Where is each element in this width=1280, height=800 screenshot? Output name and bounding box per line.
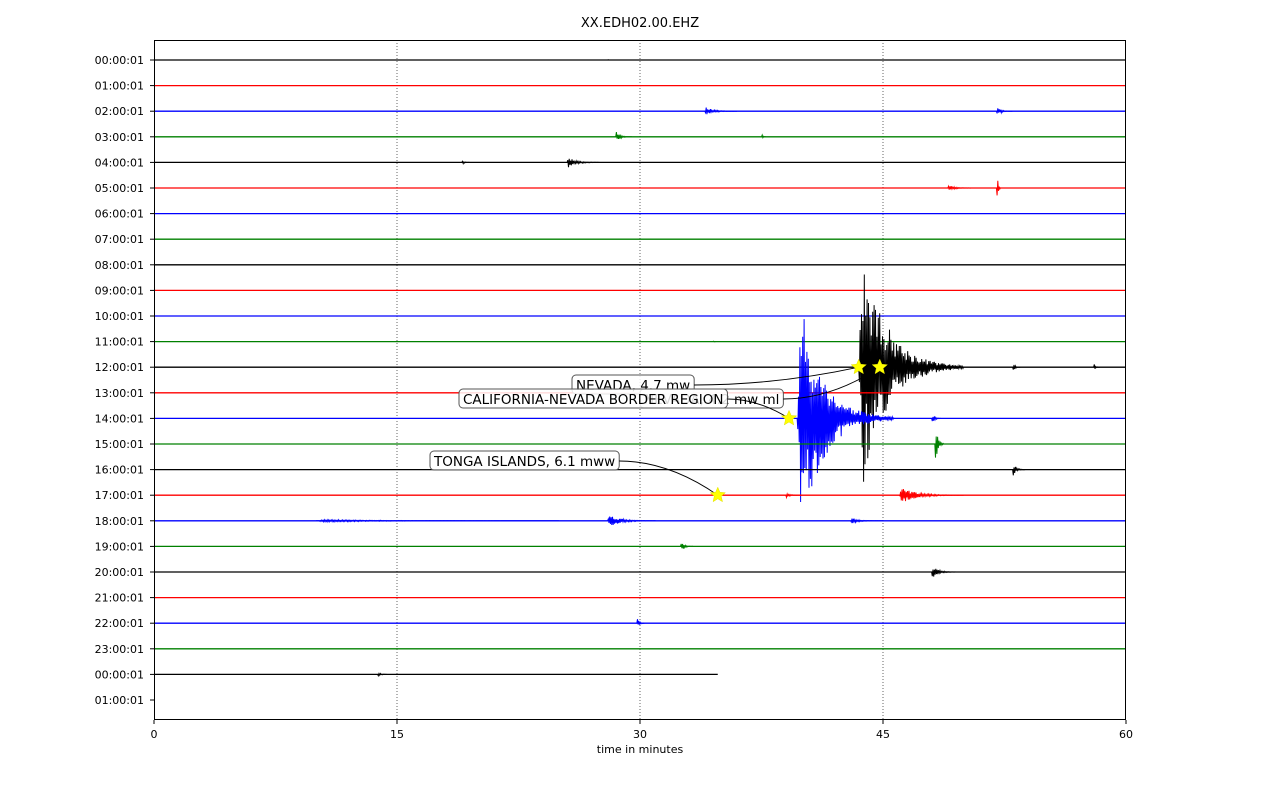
trace-burst (377, 672, 387, 678)
trace-burst (995, 180, 1002, 196)
y-tick-label: 21:00:01 (95, 592, 144, 605)
event-star-icon (871, 358, 889, 375)
trace-burst (858, 274, 965, 482)
y-tick-label: 01:00:01 (95, 694, 144, 707)
event-label: TONGA ISLANDS, 6.1 mww (433, 454, 615, 470)
event-annotation: CALIFORNIA-NEVADA BORDER REGION (458, 388, 798, 426)
y-tick-label: 03:00:01 (95, 131, 144, 144)
event-connector (783, 366, 881, 400)
trace-burst (1012, 364, 1021, 370)
trace-burst (461, 160, 470, 166)
y-tick-label: 01:00:01 (95, 80, 144, 93)
trace-burst (947, 184, 972, 191)
axes-frame (154, 40, 1126, 720)
y-tick-label: 04:00:01 (95, 156, 144, 169)
event-annotation: TONGA ISLANDS, 6.1 mww (429, 450, 727, 503)
trace-burst (1012, 466, 1026, 476)
x-tick-label: 30 (633, 728, 647, 741)
y-tick-label: 11:00:01 (95, 336, 144, 349)
trace-burst (704, 107, 737, 115)
x-tick-label: 0 (151, 728, 158, 741)
y-axis-ticks: 00:00:01 01:00:01 02:00:01 03:00:01 04:00:01… (95, 54, 154, 707)
y-tick-label: 16:00:01 (95, 464, 144, 477)
y-tick-label: 13:00:01 (95, 387, 144, 400)
y-tick-label: 10:00:01 (95, 310, 144, 323)
y-tick-label: 06:00:01 (95, 208, 144, 221)
x-axis-label: time in minutes (597, 743, 684, 756)
event-label-box (429, 450, 620, 471)
trace-burst (931, 568, 956, 577)
trace-burst (1093, 364, 1100, 369)
event-connector (694, 366, 859, 386)
trace-burst (566, 158, 600, 168)
event-connector (619, 460, 719, 496)
y-tick-label: 14:00:01 (95, 412, 144, 425)
y-tick-label: 23:00:01 (95, 643, 144, 656)
trace-burst (761, 133, 766, 139)
x-tick-label: 60 (1119, 728, 1133, 741)
chart-title: XX.EDH02.00.EHZ (581, 16, 699, 31)
y-tick-label: 22:00:01 (95, 617, 144, 630)
trace-burst (898, 488, 964, 502)
y-tick-label: 20:00:01 (95, 566, 144, 579)
y-tick-label: 02:00:01 (95, 105, 144, 118)
trace-burst (712, 340, 716, 343)
trace-burst (934, 436, 945, 458)
y-tick-label: 00:00:01 (95, 668, 144, 681)
x-tick-label: 45 (876, 728, 890, 741)
y-tick-label: 08:00:01 (95, 259, 144, 272)
event-connector (727, 398, 790, 419)
y-tick-label: 17:00:01 (95, 489, 144, 502)
y-tick-label: 12:00:01 (95, 361, 144, 374)
event-star-icon (709, 486, 727, 503)
trace-burst (680, 543, 694, 550)
x-tick-label: 15 (390, 728, 404, 741)
y-tick-label: 19:00:01 (95, 540, 144, 553)
event-annotations: NEVADA, 4.7 mwNEVADA, 4.2 mw mlCALIFORNI… (429, 358, 889, 503)
trace-burst (316, 518, 559, 524)
y-tick-label: 15:00:01 (95, 438, 144, 451)
y-tick-label: 18:00:01 (95, 515, 144, 528)
trace-burst (615, 132, 632, 140)
trace-burst (931, 416, 941, 422)
y-tick-label: 09:00:01 (95, 284, 144, 297)
trace-burst (995, 108, 1013, 115)
x-axis-ticks: 0 15 30 45 60 (151, 720, 1133, 741)
event-label-box (458, 388, 728, 409)
trace-burst (636, 619, 645, 625)
trace-burst (796, 319, 895, 503)
event-label: CALIFORNIA-NEVADA BORDER REGION (463, 392, 723, 408)
y-tick-label: 00:00:01 (95, 54, 144, 67)
trace-burst (785, 492, 802, 500)
trace-burst (850, 518, 883, 524)
event-star-icon (850, 358, 867, 375)
trace-lines (154, 59, 1126, 678)
trace-burst (607, 516, 656, 526)
y-tick-label: 07:00:01 (95, 233, 144, 246)
y-tick-label: 05:00:01 (95, 182, 144, 195)
event-star-icon (780, 409, 798, 426)
